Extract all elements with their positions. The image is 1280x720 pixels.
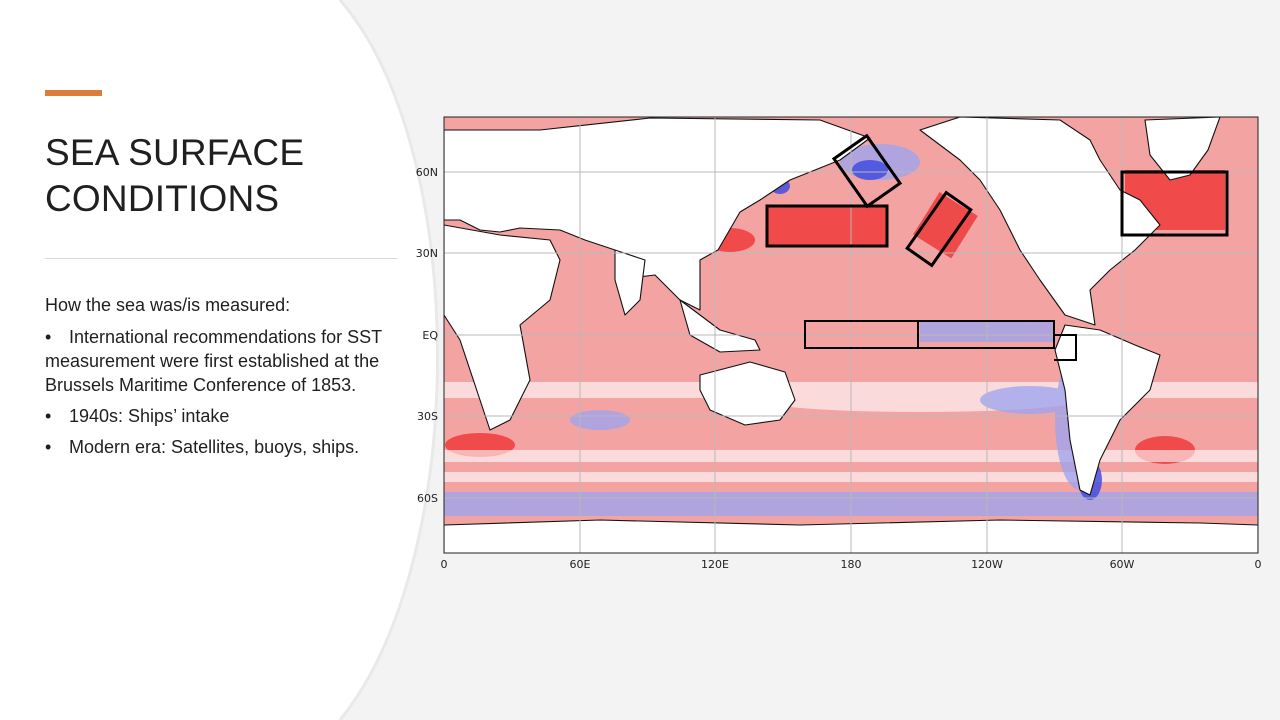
x-axis-label-0: 0	[441, 558, 448, 571]
bullet-icon: •	[45, 406, 52, 426]
greenland-land	[1144, 117, 1221, 181]
bullet-text: International recommendations for SST me…	[45, 327, 382, 395]
x-axis-label-120e: 120E	[701, 558, 729, 571]
highlight-box-group	[765, 133, 1229, 361]
slide-body: How the sea was/is measured: • Internatio…	[45, 293, 390, 466]
y-axis-label-eq: EQ	[422, 329, 438, 342]
nino-equatorial-box	[804, 320, 1077, 361]
title-accent-bar	[45, 90, 102, 96]
south-america-land	[1054, 324, 1161, 496]
eurasia-land	[444, 117, 871, 311]
bullet-icon: •	[45, 437, 52, 457]
slide-title-line-2: CONDITIONS	[45, 178, 280, 219]
north-america-land	[919, 117, 1161, 326]
x-axis-label-180: 180	[841, 558, 862, 571]
bullet-icon: •	[45, 327, 52, 347]
bullet-item: • International recommendations for SST m…	[45, 325, 390, 397]
australia-land	[699, 361, 796, 426]
y-axis-label-30n: 30N	[416, 247, 438, 260]
slide-title-line-1: SEA SURFACE	[45, 132, 305, 173]
north-pacific-warm-box	[765, 204, 889, 248]
y-axis-label-30s: 30S	[417, 410, 438, 423]
bullet-item: • 1940s: Ships’ intake	[45, 404, 390, 428]
slide-title: SEA SURFACE CONDITIONS	[45, 130, 375, 222]
india-land	[614, 249, 646, 316]
bering-sea-box	[831, 133, 903, 209]
north-atlantic-box	[1120, 170, 1229, 237]
bullet-text: Modern era: Satellites, buoys, ships.	[69, 437, 360, 457]
y-axis-label-60s: 60S	[417, 492, 438, 505]
x-axis-label-120w: 120W	[971, 558, 1003, 571]
title-divider	[45, 258, 397, 259]
sst-map-svg: 60N 30N EQ 30S 60S 0 60E 120E 180 120W 6…	[416, 116, 1262, 571]
indonesia-land	[679, 299, 761, 353]
gulf-of-alaska-box	[905, 190, 973, 268]
map-border	[443, 116, 1259, 554]
bullet-list: • International recommendations for SST m…	[45, 325, 390, 459]
x-axis-label-60w: 60W	[1110, 558, 1135, 571]
x-axis-label-60e: 60E	[570, 558, 591, 571]
body-intro: How the sea was/is measured:	[45, 295, 291, 315]
bullet-text: 1940s: Ships’ intake	[69, 406, 230, 426]
bullet-item: • Modern era: Satellites, buoys, ships.	[45, 435, 390, 459]
africa-land	[444, 224, 561, 431]
land-masses	[444, 117, 1258, 553]
sst-anomaly-map: 60N 30N EQ 30S 60S 0 60E 120E 180 120W 6…	[400, 100, 1280, 580]
y-axis-label-60n: 60N	[416, 166, 438, 179]
x-axis-label-0-end: 0	[1255, 558, 1262, 571]
